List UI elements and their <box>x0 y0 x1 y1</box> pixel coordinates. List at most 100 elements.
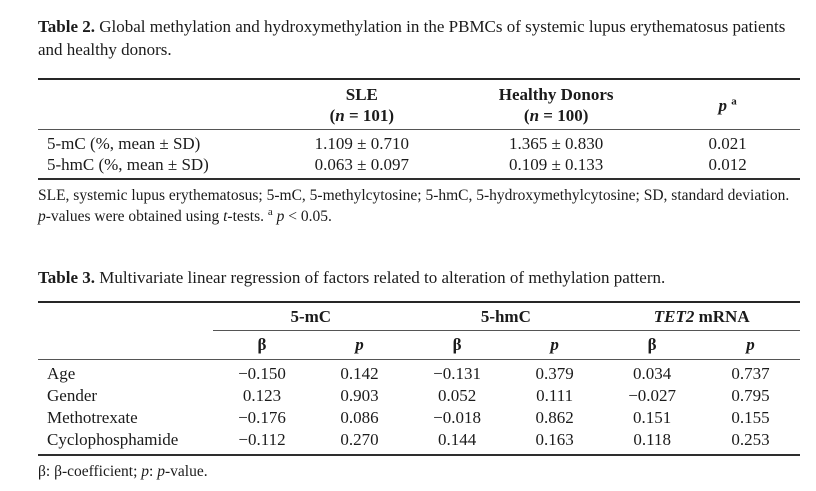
table3-subheader-p-symbol: p <box>355 335 364 354</box>
table3-cell: −0.176 <box>238 408 286 427</box>
table3-subheader-empty-cell <box>38 330 214 360</box>
table3-cell: 0.253 <box>731 430 770 449</box>
table2-footnote-text: -tests. <box>227 208 268 225</box>
table3-cell: 0.142 <box>340 364 379 383</box>
table3-cell: 0.155 <box>731 408 770 427</box>
table3-cell: 0.086 <box>340 408 379 427</box>
table2-caption-text: Global methylation and hydroxymethylatio… <box>38 17 786 59</box>
table2-footnote-text: < 0.05. <box>284 208 332 225</box>
table3-subheader-beta: β <box>603 330 701 360</box>
table3-cell: −0.131 <box>433 364 481 383</box>
table3-footnote-text: : <box>149 463 158 480</box>
table2-cell-p: 0.021 <box>708 134 747 153</box>
table2-caption: Table 2. Global methylation and hydroxym… <box>38 15 800 61</box>
table3-cell: 0.111 <box>536 386 574 405</box>
table3-row-label: Cyclophosphamide <box>47 430 179 449</box>
table2-row-label: 5-mC (%, mean ± SD) <box>47 134 201 153</box>
table-row: 5-hmC (%, mean ± SD) 0.063 ± 0.097 0.109… <box>38 154 800 179</box>
table3-footnote-p: p <box>157 463 165 480</box>
table2-cell-healthy: 0.109 ± 0.133 <box>508 155 604 174</box>
table3-group-5mc: 5-mC <box>213 302 409 331</box>
table3-footnote-p: p <box>141 463 150 480</box>
table3-subheader-p-symbol: p <box>550 335 559 354</box>
table3-footnote-text: -value. <box>164 463 208 480</box>
table2-header-sle-title: SLE <box>345 85 378 104</box>
table3-cell: 0.163 <box>535 430 574 449</box>
table3-group-title: 5-mC <box>290 307 332 326</box>
table2-cell-healthy: 1.365 ± 0.830 <box>508 134 604 153</box>
table2: SLE (n = 101) Healthy Donors (n = 100) p a… <box>38 78 800 180</box>
table2-footnote-t: t <box>223 208 228 225</box>
table2-cell-p: 0.012 <box>708 155 747 174</box>
table2-caption-label: Table 2. <box>38 17 96 36</box>
table2-row-label: 5-hmC (%, mean ± SD) <box>47 155 209 174</box>
table3-group-5hmc: 5-hmC <box>408 302 604 331</box>
table3-cell: 0.123 <box>242 386 282 405</box>
table-row: Methotrexate −0.176 0.086 −0.018 0.862 0… <box>38 407 800 429</box>
table2-header-empty-cell <box>38 79 267 130</box>
table3-footnote: β: β-coefficient; p: p-value. <box>38 461 800 482</box>
table3-subheader-p: p <box>310 330 409 360</box>
table2-header-sle-count: (n = 101) <box>267 105 458 126</box>
table2-sle-count-var: n <box>335 106 345 125</box>
table3-cell: 0.903 <box>340 386 379 405</box>
table3-footnote-text: β: β-coefficient; <box>38 463 142 480</box>
table3-row-label: Age <box>47 364 76 383</box>
table3-caption-text: Multivariate linear regression of factor… <box>99 268 666 287</box>
table2-header-p-symbol: p <box>718 95 727 115</box>
table2-sle-count-pre: ( <box>329 106 336 125</box>
table3-group-title: 5-hmC <box>480 307 531 326</box>
table3-cell: 0.270 <box>340 430 379 449</box>
table2-header-healthy: Healthy Donors (n = 100) <box>457 79 656 130</box>
table3-group-title-italic: TET2 <box>653 307 695 326</box>
table3-cell: 0.795 <box>731 386 770 405</box>
table-row: Gender 0.123 0.903 0.052 0.111 −0.027 0.… <box>38 385 800 407</box>
table3-cell: 0.737 <box>731 364 770 383</box>
table2-footnote-p: p <box>38 208 46 225</box>
table3-cell: 0.052 <box>437 386 477 405</box>
table3-cell: 0.034 <box>633 364 672 383</box>
table3-group-header-row: 5-mC 5-hmC TET2 mRNA <box>38 302 800 331</box>
table3-row-label: Methotrexate <box>47 408 138 427</box>
table3-subheader-p: p <box>700 330 800 360</box>
table2-footnote-p: p <box>276 208 285 225</box>
table3-subheader-p-symbol: p <box>746 335 755 354</box>
table3-caption: Table 3. Multivariate linear regression … <box>38 266 800 289</box>
table2-header-sle: SLE (n = 101) <box>266 79 458 130</box>
table2-footnote-text: -values were obtained using <box>45 208 224 225</box>
table3-cell: 0.379 <box>535 364 574 383</box>
table3-cell: −0.150 <box>238 364 286 383</box>
table2-hd-count-pre: ( <box>523 106 530 125</box>
table3-subheader-beta: β <box>213 330 311 360</box>
table-row: 5-mC (%, mean ± SD) 1.109 ± 0.710 1.365 … <box>38 130 800 155</box>
table2-cell-sle: 0.063 ± 0.097 <box>314 155 410 174</box>
table2-header-p: p a <box>655 79 800 130</box>
table3-subheader-row: β p β p β p <box>38 330 800 360</box>
table2-footnote: SLE, systemic lupus erythematosus; 5-mC,… <box>38 185 800 227</box>
table3-row-label: Gender <box>47 386 98 405</box>
table2-footnote-superscript-a: a <box>267 205 273 218</box>
table3-cell: 0.862 <box>535 408 574 427</box>
table3-cell: 0.151 <box>633 408 672 427</box>
table3-cell: −0.027 <box>628 386 677 405</box>
table-row: Age −0.150 0.142 −0.131 0.379 0.034 0.73… <box>38 360 800 386</box>
table2-sle-count-post: = 101) <box>344 106 395 125</box>
table-row: Cyclophosphamide −0.112 0.270 0.144 0.16… <box>38 429 800 455</box>
table3-caption-label: Table 3. <box>38 268 96 287</box>
table2-footnote-text: SLE, systemic lupus erythematosus; 5-mC,… <box>38 187 790 204</box>
table3-cell: −0.018 <box>433 408 481 427</box>
table2-header-healthy-count: (n = 100) <box>457 105 655 126</box>
table3-group-title: mRNA <box>694 307 750 326</box>
table3-group-empty-cell <box>38 302 213 331</box>
table3: 5-mC 5-hmC TET2 mRNA β p β p β p Age −0.… <box>38 301 800 456</box>
table3-cell: 0.144 <box>437 430 477 449</box>
table3-subheader-beta: β <box>408 330 506 360</box>
table3-cell: 0.118 <box>633 430 671 449</box>
table2-cell-sle: 1.109 ± 0.710 <box>314 134 410 153</box>
table3-subheader-p: p <box>505 330 604 360</box>
table2-header-p-superscript: a <box>731 94 737 107</box>
table2-hd-count-var: n <box>529 106 540 125</box>
table3-group-tet2-mrna: TET2 mRNA <box>603 302 800 331</box>
table2-header-healthy-title: Healthy Donors <box>498 85 614 104</box>
